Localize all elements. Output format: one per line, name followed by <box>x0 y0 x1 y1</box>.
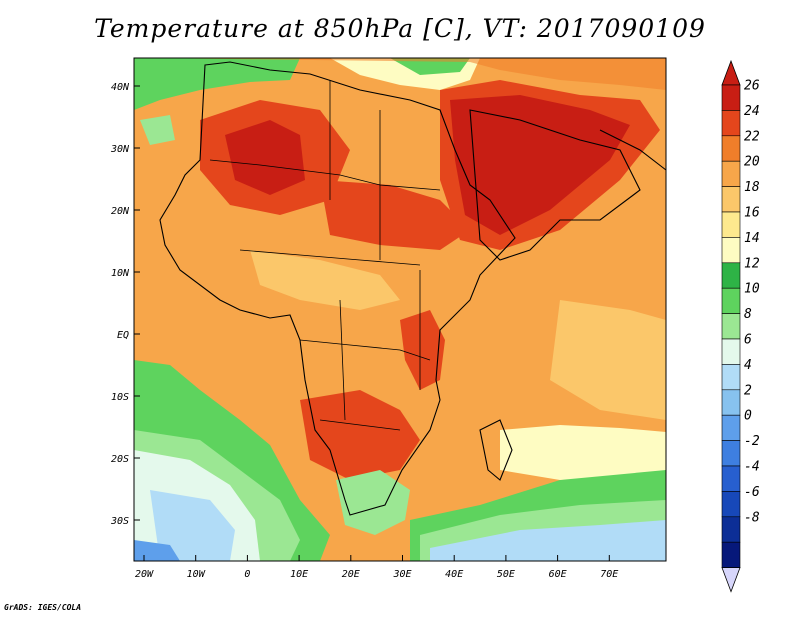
africa-coast <box>159 61 516 516</box>
colorbar-swatch <box>721 313 741 340</box>
atlantic-north-cool <box>134 58 300 110</box>
lat-tick-label: 30N <box>110 144 130 155</box>
north-warm-band <box>150 58 666 90</box>
colorbar-swatch <box>721 414 741 441</box>
central-africa-mild <box>250 250 400 310</box>
colorbar-label: 14 <box>744 231 760 246</box>
map-field <box>134 58 666 561</box>
indian-ocean-pale-band <box>500 425 666 480</box>
map-frame <box>133 57 667 562</box>
south-africa-cool <box>336 470 410 535</box>
lat-tick-label: 20N <box>111 206 130 217</box>
colorbar-label: 20 <box>744 155 760 170</box>
coastlines <box>159 61 667 516</box>
arabia-coast <box>469 109 641 261</box>
east-africa-warm <box>400 310 445 390</box>
colorbar-label: 8 <box>744 307 752 322</box>
colorbar-label: 16 <box>744 206 760 221</box>
colorbar-swatch <box>721 287 741 314</box>
colorbar-label: 18 <box>744 180 760 195</box>
colorbar-label: 6 <box>744 333 752 348</box>
border-line <box>319 419 401 431</box>
lon-tick-label: 0 <box>244 569 250 580</box>
colorbar-swatch <box>721 491 741 518</box>
colorbar-swatch <box>721 465 741 492</box>
lat-tick-label: 20S <box>111 454 129 465</box>
southern-africa-warm <box>300 390 420 480</box>
lat-tick-label: 30S <box>110 516 129 527</box>
colorbar-swatch <box>721 160 741 187</box>
grads-credit: GrADS: IGES/COLA <box>4 603 82 612</box>
colorbar-swatch <box>721 84 741 111</box>
indian-ocean-south-blue <box>430 520 666 561</box>
colorbar-label: 22 <box>744 129 760 144</box>
colorbar-swatch <box>721 440 741 467</box>
colorbar-swatch <box>721 516 741 543</box>
lon-tick-label: 30E <box>392 569 411 580</box>
indian-ocean-mild <box>550 300 666 420</box>
lon-tick-label: 70E <box>600 569 618 580</box>
border-line <box>239 249 421 266</box>
colorbar-swatch <box>721 135 741 162</box>
lat-tick-label: 10S <box>111 392 129 403</box>
lon-tick-label: 40E <box>445 569 463 580</box>
lon-tick-label: 50E <box>497 569 515 580</box>
lat-tick-label: EQ <box>117 330 129 341</box>
madagascar-coast <box>479 419 513 481</box>
colorbar-swatch <box>721 541 741 568</box>
atlantic-cool-patch <box>140 115 175 145</box>
colorbar-swatch <box>721 389 741 416</box>
lat-tick-label: 40N <box>111 82 130 93</box>
colorbar-label: 0 <box>744 409 752 424</box>
lon-tick-label: 20W <box>135 569 154 580</box>
border-line <box>299 339 431 361</box>
south-atlantic-blue <box>150 490 235 561</box>
india-coast <box>599 129 667 171</box>
latitude-axis: 40N 30N 20N 10N EQ 10S 20S 30S <box>110 82 140 527</box>
lon-tick-label: 20E <box>342 569 360 580</box>
colorbar-label: 10 <box>744 282 760 297</box>
colorbar-label: 24 <box>744 104 760 119</box>
south-atlantic-deep-blue <box>134 540 180 561</box>
lon-tick-label: 10E <box>290 569 308 580</box>
colorbar-swatch <box>721 364 741 391</box>
arabia-hot-core <box>450 95 630 235</box>
colorbar-label: 12 <box>744 256 760 271</box>
chart-title: Temperature at 850hPa [C], VT: 201709010… <box>94 14 706 43</box>
borders <box>209 80 441 431</box>
colorbar-swatch <box>721 237 741 264</box>
sahara-hot-core <box>225 120 305 195</box>
lat-tick-label: 10N <box>111 268 130 279</box>
colorbar-swatch <box>721 262 741 289</box>
colorbar-label: 4 <box>744 358 752 373</box>
colorbar-swatch <box>721 110 741 137</box>
longitude-axis: 20W 10W 0 10E 20E 30E 40E 50E 60E 70E <box>135 555 618 580</box>
colorbar-label: -8 <box>744 510 760 525</box>
border-line <box>209 159 441 191</box>
colorbar-swatch <box>721 186 741 213</box>
colorbar-label: 2 <box>744 383 752 398</box>
sahel-warm <box>320 180 470 250</box>
colorbar-label: -2 <box>744 434 760 449</box>
colorbar-top-cap <box>721 59 741 86</box>
black-sea-green <box>390 58 470 75</box>
colorbar-bottom-cap <box>721 567 741 593</box>
colorbar-swatch <box>721 211 741 238</box>
lon-tick-label: 10W <box>187 569 206 580</box>
lon-tick-label: 60E <box>549 569 567 580</box>
colorbar-swatch <box>721 338 741 365</box>
border-line <box>339 299 346 421</box>
colorbar-label: 26 <box>744 79 760 94</box>
colorbar-label: -4 <box>744 460 760 475</box>
colorbar-label: -6 <box>744 485 760 500</box>
